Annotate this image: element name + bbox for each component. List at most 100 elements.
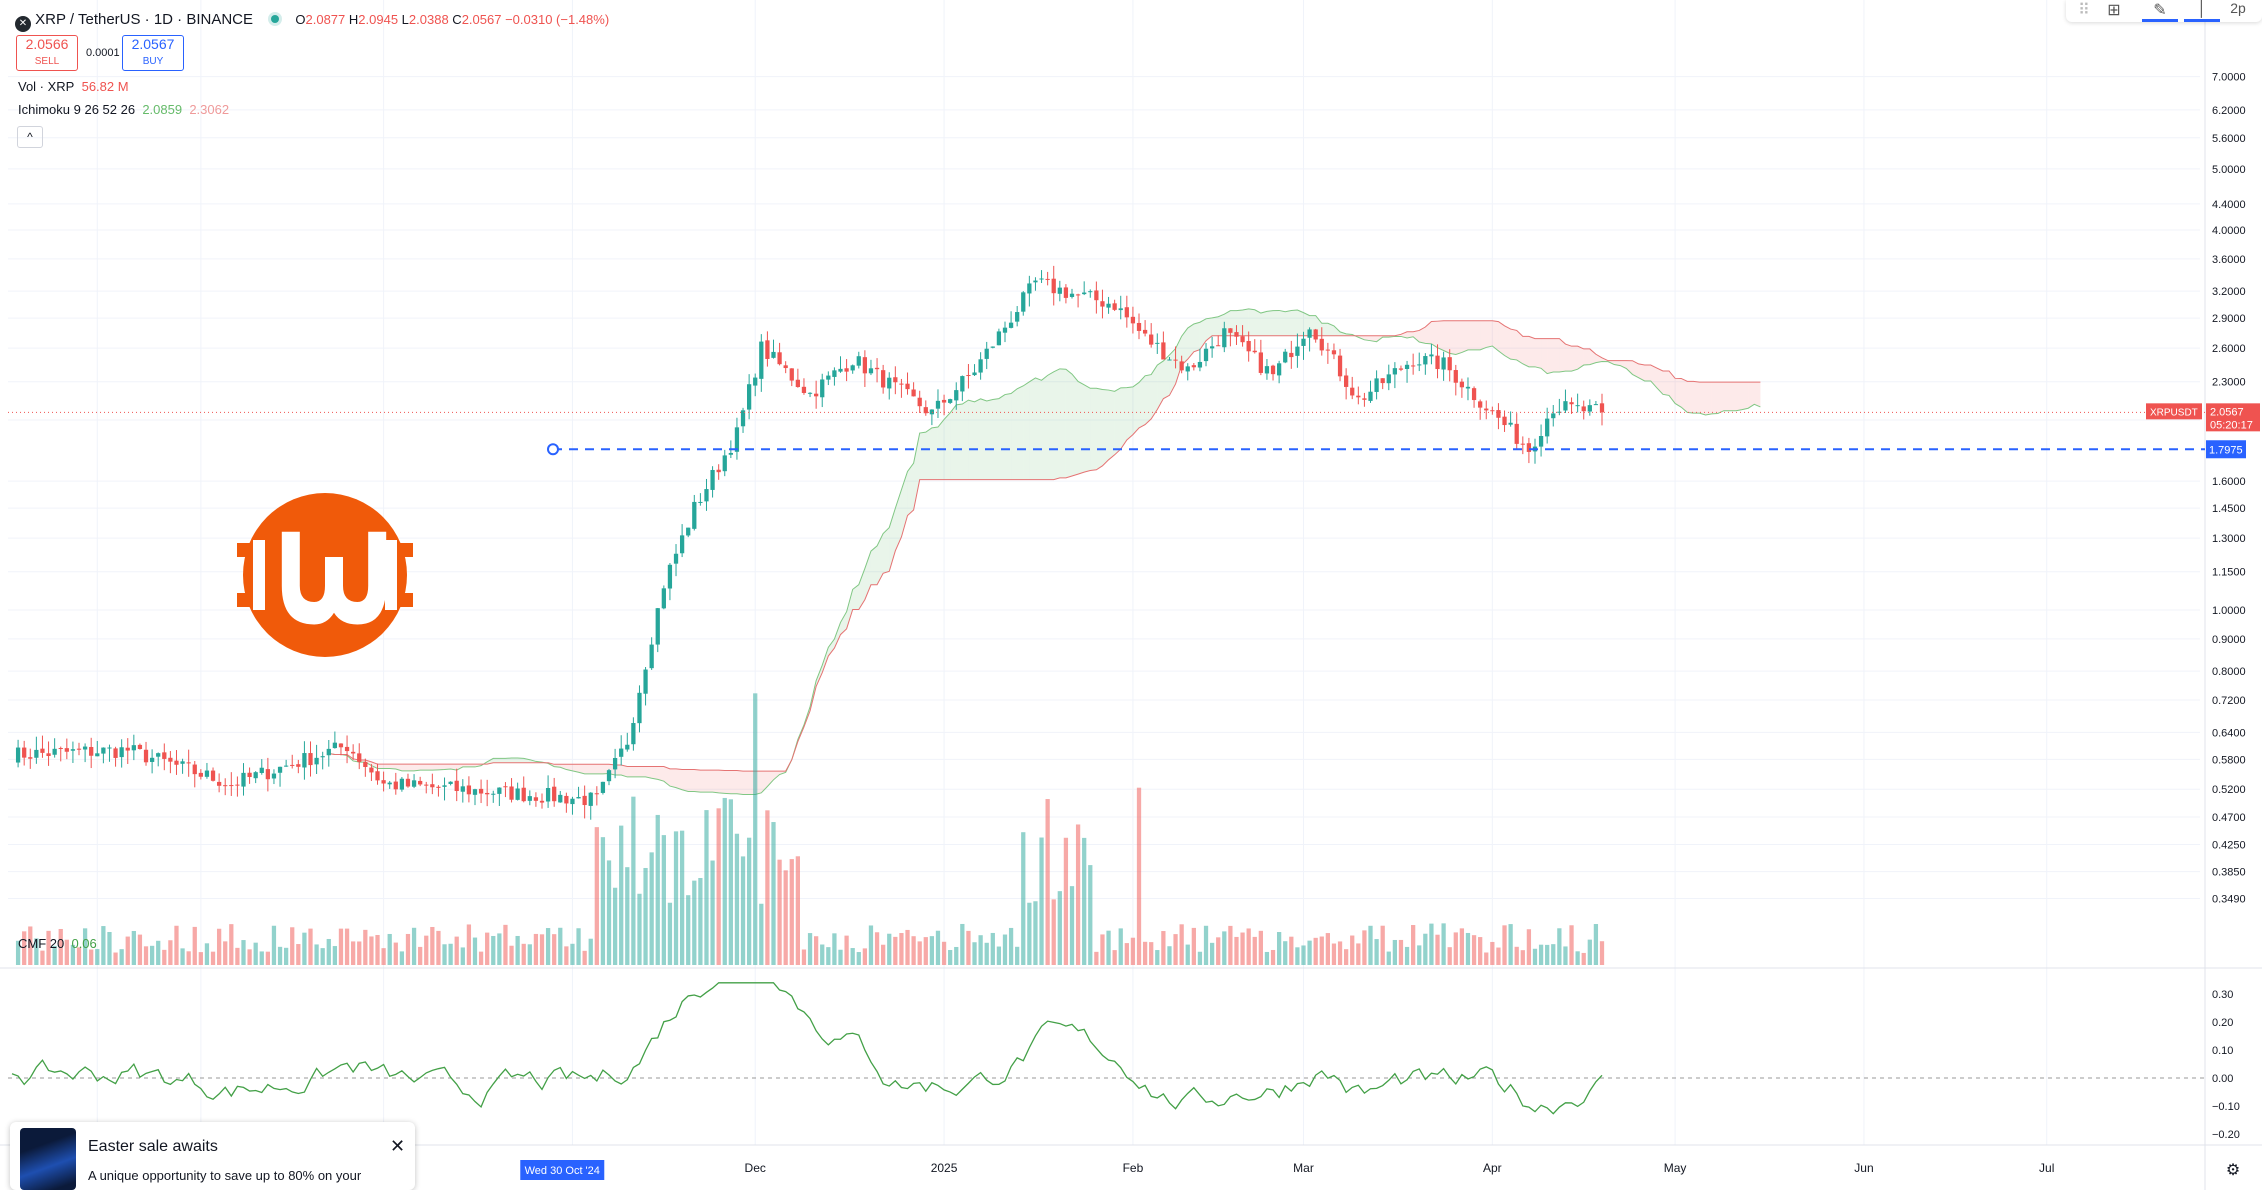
cloud-segment xyxy=(907,463,914,516)
gear-icon[interactable]: ⚙ xyxy=(2226,1162,2240,1179)
volume-bar xyxy=(1258,930,1263,965)
volume-bar xyxy=(881,944,886,965)
candle xyxy=(1295,346,1300,356)
candle xyxy=(198,772,203,777)
volume-bar xyxy=(826,947,831,965)
candle xyxy=(978,359,983,373)
candle xyxy=(149,757,155,762)
cloud-segment xyxy=(1260,311,1267,336)
volume-bar xyxy=(1228,925,1233,965)
xrp-logo-icon: ✕ xyxy=(15,16,31,32)
volume-bar xyxy=(89,949,94,965)
cloud-segment xyxy=(1004,393,1012,480)
cloud-segment xyxy=(688,769,695,792)
line-style-button[interactable]: 2p xyxy=(2230,0,2246,16)
cloud-segment xyxy=(1553,338,1560,372)
pencil-icon[interactable]: ✎ xyxy=(2142,0,2178,22)
volume-bar xyxy=(862,948,868,965)
symbol-title[interactable]: XRP / TetherUS · 1D · BINANCE xyxy=(35,11,254,28)
candle xyxy=(954,390,959,401)
cloud-segment xyxy=(1321,323,1328,336)
candle xyxy=(734,427,740,452)
drag-handle-icon[interactable]: ⠿ xyxy=(2078,2,2090,19)
cloud-segment xyxy=(834,622,841,649)
volume-bar xyxy=(107,932,112,965)
cloud-segment xyxy=(1078,381,1085,475)
volume-bar xyxy=(58,928,63,965)
volume-bar xyxy=(186,951,191,965)
volume-bar xyxy=(162,949,167,965)
volume-legend[interactable]: Vol · XRP 56.82 M xyxy=(18,79,129,94)
candle xyxy=(460,786,465,792)
candle xyxy=(923,407,928,414)
cloud-segment xyxy=(590,764,597,774)
volume-bar xyxy=(807,933,813,965)
candle xyxy=(600,781,606,793)
cloud-segment xyxy=(1583,348,1590,366)
volume-bar xyxy=(1124,943,1129,965)
candle xyxy=(996,331,1002,346)
candle xyxy=(1002,327,1008,333)
volume-bar xyxy=(1039,837,1044,965)
candle xyxy=(850,365,855,371)
cmf-legend[interactable]: CMF 20 0.06 xyxy=(18,936,97,951)
volume-bar xyxy=(180,948,185,965)
candle xyxy=(253,772,258,779)
candle xyxy=(515,788,520,800)
cloud-segment xyxy=(706,770,713,793)
candle xyxy=(1027,283,1032,294)
cloud-segment xyxy=(712,770,719,793)
volume-bar xyxy=(1471,935,1477,965)
volume-bar xyxy=(1447,947,1452,965)
volume-bar xyxy=(789,859,794,965)
candle xyxy=(1063,287,1069,298)
line-width-icon[interactable]: │ xyxy=(2184,0,2220,22)
candle xyxy=(698,501,703,503)
price-tick-label: 0.8000 xyxy=(2212,666,2246,678)
cloud-segment xyxy=(505,757,512,763)
close-icon[interactable]: ✕ xyxy=(390,1136,406,1156)
candle xyxy=(1307,329,1312,338)
cloud-segment xyxy=(456,764,463,771)
candle xyxy=(1179,361,1184,371)
cloud-segment xyxy=(1687,381,1694,414)
candle xyxy=(454,780,459,792)
ichimoku-legend[interactable]: Ichimoku 9 26 52 26 2.0859 2.3062 xyxy=(18,102,230,117)
collapse-legend-button[interactable]: ^ xyxy=(17,126,43,148)
candle xyxy=(1557,411,1562,413)
candle xyxy=(113,748,118,758)
candle xyxy=(424,784,429,786)
volume-bar xyxy=(247,949,252,965)
candle xyxy=(216,781,222,786)
candle xyxy=(1447,357,1452,371)
volume-bar xyxy=(137,934,143,965)
add-alert-icon[interactable]: ⊞ xyxy=(2107,2,2121,19)
candle xyxy=(552,786,557,802)
candle xyxy=(1423,356,1428,365)
price-tick-label: 0.7200 xyxy=(2212,695,2246,707)
time-tick-label: Mar xyxy=(1293,1161,1314,1175)
promo-title: Easter sale awaits xyxy=(88,1138,218,1155)
cloud-segment xyxy=(1595,354,1602,363)
candle xyxy=(375,771,380,781)
candle xyxy=(1337,355,1343,377)
price-tick-label: 5.6000 xyxy=(2212,133,2246,145)
volume-bar xyxy=(1045,799,1050,965)
candle xyxy=(277,766,283,773)
volume-bar xyxy=(856,952,861,965)
candle xyxy=(472,789,478,795)
volume-bar xyxy=(113,952,118,965)
buy-button[interactable]: 2.0567 BUY xyxy=(122,35,184,71)
sell-button[interactable]: 2.0566 SELL xyxy=(16,35,78,71)
candle xyxy=(302,753,307,768)
volume-bar xyxy=(229,924,234,965)
cloud-segment xyxy=(883,527,890,574)
candle xyxy=(1015,312,1020,322)
promo-toast[interactable]: Easter sale awaits A unique opportunity … xyxy=(10,1122,415,1190)
volume-bar xyxy=(868,925,874,965)
candle xyxy=(1465,386,1471,389)
cloud-segment xyxy=(627,766,634,777)
candle xyxy=(1538,435,1544,447)
candle xyxy=(899,383,904,385)
